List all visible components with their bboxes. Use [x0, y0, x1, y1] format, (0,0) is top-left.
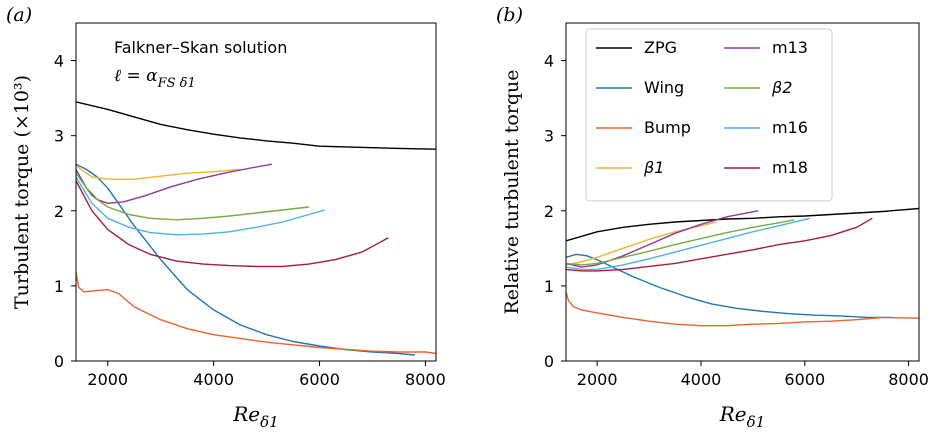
legend-label: ZPG: [644, 38, 677, 57]
series-line-m13: [566, 210, 759, 268]
x-tick-label: 4000: [193, 370, 234, 389]
series-line-m18: [76, 180, 389, 268]
series-line-zpg: [76, 101, 436, 150]
chart-panel-2: (b) 2000 4000 6000 8000 0 1 2 3 4 Relative turbule…: [496, 4, 929, 389]
y-tick-label: 4: [54, 52, 64, 71]
legend-label: Wing: [644, 78, 684, 97]
annotation-line-1: Falkner–Skan solution: [114, 38, 287, 57]
series-line-m16: [76, 176, 325, 236]
series-line-bump: [566, 291, 919, 327]
legend-label: m18: [772, 158, 808, 177]
y-axis-label: Relative turbulent torque: [501, 69, 523, 314]
series-line-β2: [76, 172, 309, 221]
annotation-line-2: ℓ = αFS δ1: [114, 66, 196, 91]
x-axis-label: Reδ1: [719, 402, 765, 431]
y-tick-label: 2: [54, 202, 64, 221]
series-line-β1: [566, 221, 717, 266]
y-tick-label: 0: [544, 352, 554, 371]
x-tick-label: 8000: [405, 370, 446, 389]
legend-label: β1: [643, 158, 664, 177]
series-line-m16: [566, 217, 811, 271]
y-tick-label: 1: [54, 277, 64, 296]
series-line-β2: [566, 219, 795, 266]
y-tick-label: 2: [544, 202, 554, 221]
y-axis-label: Turbulent torque (×10³): [11, 75, 33, 309]
x-tick-label: 2000: [87, 370, 128, 389]
legend-label: β2: [771, 78, 792, 97]
x-tick-label: 2000: [577, 370, 618, 389]
legend-label: m16: [772, 118, 808, 137]
chart-panel-1: (a) 2000 4000 6000 8000 0 1 2 3 4 Turbulent torque…: [6, 4, 446, 389]
series-line-m18: [566, 217, 873, 272]
legend-box: [585, 28, 833, 202]
x-tick-label: 8000: [888, 370, 929, 389]
panel-label: (a): [6, 4, 32, 26]
series-line-wing: [76, 163, 415, 356]
series-line-bump: [76, 272, 436, 355]
x-tick-label: 4000: [681, 370, 722, 389]
series-line-m13: [76, 163, 273, 205]
legend-label: Bump: [644, 118, 691, 137]
y-tick-label: 3: [544, 127, 554, 146]
y-tick-label: 0: [54, 352, 64, 371]
x-axis-label: Reδ1: [232, 402, 278, 431]
y-tick-label: 1: [544, 277, 554, 296]
panel-label: (b): [496, 4, 523, 26]
plot-frame: [565, 22, 920, 362]
plot-frame: [75, 22, 437, 362]
x-tick-label: 6000: [299, 370, 340, 389]
series-line-wing: [566, 253, 893, 319]
x-tick-label: 6000: [784, 370, 825, 389]
legend-label: m13: [772, 38, 808, 57]
series-line-β1: [76, 165, 241, 180]
y-tick-label: 3: [54, 127, 64, 146]
series-line-zpg: [566, 207, 919, 242]
y-tick-label: 4: [544, 52, 554, 71]
